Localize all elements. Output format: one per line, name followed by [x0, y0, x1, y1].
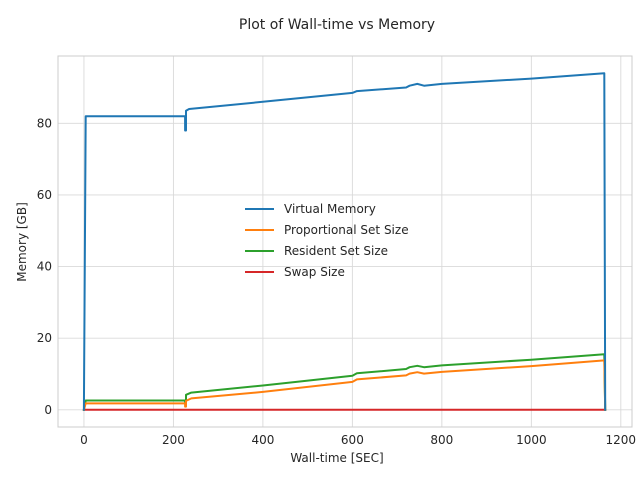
- x-tick-label: 1200: [606, 433, 637, 447]
- x-tick-label: 600: [341, 433, 364, 447]
- y-tick-label: 60: [37, 188, 52, 202]
- y-tick-label: 20: [37, 331, 52, 345]
- y-axis-label: Memory [GB]: [15, 202, 29, 282]
- legend-label-proportional-set-size: Proportional Set Size: [284, 223, 409, 237]
- x-tick-label: 1000: [516, 433, 547, 447]
- y-tick-label: 40: [37, 260, 52, 274]
- legend: Virtual Memory Proportional Set Size Resid…: [245, 202, 409, 279]
- x-tick-label: 400: [251, 433, 274, 447]
- x-tick-label: 800: [430, 433, 453, 447]
- y-tick-label: 80: [37, 116, 52, 130]
- plot-area-frame: [57, 55, 633, 428]
- series-line-proportional-set-size: [82, 359, 607, 412]
- chart-title: Plot of Wall-time vs Memory: [239, 17, 435, 33]
- grid: [58, 56, 632, 427]
- x-axis-label: Wall-time [SEC]: [290, 451, 383, 465]
- series-line-virtual-memory: [82, 72, 607, 411]
- legend-label-resident-set-size: Resident Set Size: [284, 244, 388, 258]
- tick-labels: 0 200 400 600 800 1000 1200 0 20 40 60 80: [37, 116, 636, 447]
- legend-label-virtual-memory: Virtual Memory: [284, 202, 376, 216]
- series-group: [82, 72, 607, 412]
- x-tick-label: 200: [162, 433, 185, 447]
- y-tick-label: 0: [44, 403, 52, 417]
- x-tick-label: 0: [80, 433, 88, 447]
- legend-label-swap-size: Swap Size: [284, 265, 345, 279]
